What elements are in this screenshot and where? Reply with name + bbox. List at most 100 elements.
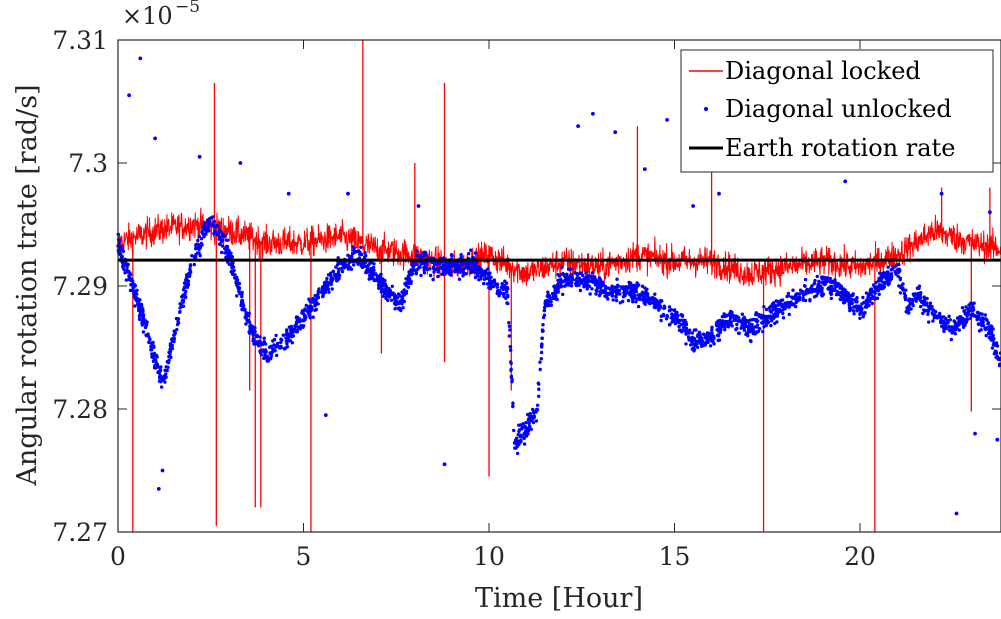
outlier-diagonal-unlocked bbox=[939, 191, 944, 196]
point-diagonal-unlocked bbox=[469, 248, 473, 252]
point-diagonal-unlocked bbox=[316, 295, 320, 299]
point-diagonal-unlocked bbox=[237, 281, 242, 286]
point-diagonal-unlocked bbox=[180, 304, 185, 309]
point-diagonal-unlocked bbox=[350, 252, 355, 256]
point-diagonal-unlocked bbox=[311, 315, 315, 319]
point-diagonal-unlocked bbox=[615, 277, 619, 281]
outlier-diagonal-unlocked bbox=[153, 136, 158, 141]
point-diagonal-unlocked bbox=[459, 253, 463, 257]
point-diagonal-unlocked bbox=[484, 272, 488, 276]
point-diagonal-unlocked bbox=[746, 325, 750, 329]
point-diagonal-unlocked bbox=[514, 436, 519, 440]
point-diagonal-unlocked bbox=[634, 286, 638, 290]
point-diagonal-unlocked bbox=[500, 285, 504, 290]
point-diagonal-unlocked bbox=[947, 314, 951, 318]
series-diagonal-unlocked bbox=[116, 56, 1001, 516]
point-diagonal-unlocked bbox=[473, 275, 478, 280]
point-diagonal-unlocked bbox=[604, 293, 609, 298]
point-diagonal-unlocked bbox=[618, 301, 622, 305]
point-diagonal-unlocked bbox=[688, 343, 693, 347]
point-diagonal-unlocked bbox=[300, 311, 304, 315]
point-diagonal-unlocked bbox=[178, 310, 182, 314]
point-diagonal-unlocked bbox=[409, 268, 413, 272]
point-diagonal-unlocked bbox=[502, 291, 506, 296]
point-diagonal-unlocked bbox=[223, 247, 227, 251]
point-diagonal-unlocked bbox=[211, 215, 215, 219]
point-diagonal-unlocked bbox=[169, 346, 174, 351]
point-diagonal-unlocked bbox=[540, 336, 544, 340]
point-diagonal-unlocked bbox=[394, 303, 398, 307]
point-diagonal-unlocked bbox=[506, 301, 510, 306]
point-diagonal-unlocked bbox=[805, 287, 809, 292]
point-diagonal-unlocked bbox=[514, 442, 518, 446]
point-diagonal-unlocked bbox=[579, 281, 584, 285]
point-diagonal-unlocked bbox=[284, 332, 288, 337]
point-diagonal-unlocked bbox=[594, 292, 598, 296]
legend-box bbox=[680, 49, 994, 173]
point-diagonal-unlocked bbox=[230, 272, 235, 276]
point-diagonal-unlocked bbox=[540, 328, 545, 332]
point-diagonal-unlocked bbox=[506, 294, 510, 299]
point-diagonal-unlocked bbox=[338, 267, 342, 271]
point-diagonal-unlocked bbox=[690, 331, 694, 335]
point-diagonal-unlocked bbox=[476, 267, 480, 271]
point-diagonal-unlocked bbox=[428, 267, 432, 271]
point-diagonal-unlocked bbox=[158, 368, 163, 373]
y-tick-label: 7.31 bbox=[52, 26, 108, 55]
point-diagonal-unlocked bbox=[495, 285, 499, 289]
point-diagonal-unlocked bbox=[325, 276, 329, 281]
point-diagonal-unlocked bbox=[237, 287, 241, 291]
point-diagonal-unlocked bbox=[329, 274, 333, 278]
point-diagonal-unlocked bbox=[927, 320, 931, 324]
point-diagonal-unlocked bbox=[967, 303, 971, 307]
point-diagonal-unlocked bbox=[542, 313, 547, 317]
point-diagonal-unlocked bbox=[360, 265, 365, 270]
point-diagonal-unlocked bbox=[822, 275, 827, 280]
point-diagonal-unlocked bbox=[745, 320, 750, 324]
point-diagonal-unlocked bbox=[867, 303, 871, 308]
point-diagonal-unlocked bbox=[710, 327, 714, 332]
outlier-diagonal-unlocked bbox=[323, 413, 328, 417]
point-diagonal-unlocked bbox=[610, 286, 614, 290]
point-diagonal-unlocked bbox=[130, 288, 135, 293]
point-diagonal-unlocked bbox=[751, 331, 755, 336]
point-diagonal-unlocked bbox=[475, 272, 480, 276]
point-diagonal-unlocked bbox=[554, 297, 558, 301]
point-diagonal-unlocked bbox=[803, 277, 808, 282]
point-diagonal-unlocked bbox=[230, 265, 234, 270]
point-diagonal-unlocked bbox=[612, 289, 617, 294]
point-diagonal-unlocked bbox=[330, 287, 334, 291]
point-diagonal-unlocked bbox=[303, 307, 307, 311]
point-diagonal-unlocked bbox=[657, 308, 661, 312]
point-diagonal-unlocked bbox=[863, 305, 868, 309]
outlier-diagonal-unlocked bbox=[160, 468, 165, 473]
point-diagonal-unlocked bbox=[614, 295, 618, 299]
point-diagonal-unlocked bbox=[652, 305, 656, 309]
point-diagonal-unlocked bbox=[910, 298, 914, 302]
point-diagonal-unlocked bbox=[327, 281, 331, 286]
point-diagonal-unlocked bbox=[964, 305, 968, 309]
point-diagonal-unlocked bbox=[848, 306, 852, 310]
point-diagonal-unlocked bbox=[456, 270, 460, 274]
outlier-diagonal-unlocked bbox=[346, 191, 350, 196]
point-diagonal-unlocked bbox=[950, 328, 954, 333]
point-diagonal-unlocked bbox=[415, 253, 419, 258]
point-diagonal-unlocked bbox=[814, 289, 818, 293]
point-diagonal-unlocked bbox=[378, 274, 382, 278]
point-diagonal-unlocked bbox=[198, 253, 202, 258]
point-diagonal-unlocked bbox=[995, 354, 999, 359]
point-diagonal-unlocked bbox=[165, 368, 169, 373]
point-diagonal-unlocked bbox=[687, 336, 691, 340]
point-diagonal-unlocked bbox=[588, 292, 592, 296]
legend-swatch-unlocked bbox=[704, 107, 708, 111]
point-diagonal-unlocked bbox=[207, 217, 211, 221]
point-diagonal-unlocked bbox=[195, 251, 200, 255]
point-diagonal-unlocked bbox=[293, 328, 297, 332]
point-diagonal-unlocked bbox=[539, 357, 543, 361]
point-diagonal-unlocked bbox=[576, 282, 580, 287]
point-diagonal-unlocked bbox=[527, 424, 532, 428]
outlier-diagonal-unlocked bbox=[691, 204, 695, 208]
y-tick-label: 7.28 bbox=[52, 395, 108, 424]
point-diagonal-unlocked bbox=[717, 338, 722, 342]
point-diagonal-unlocked bbox=[633, 295, 637, 299]
